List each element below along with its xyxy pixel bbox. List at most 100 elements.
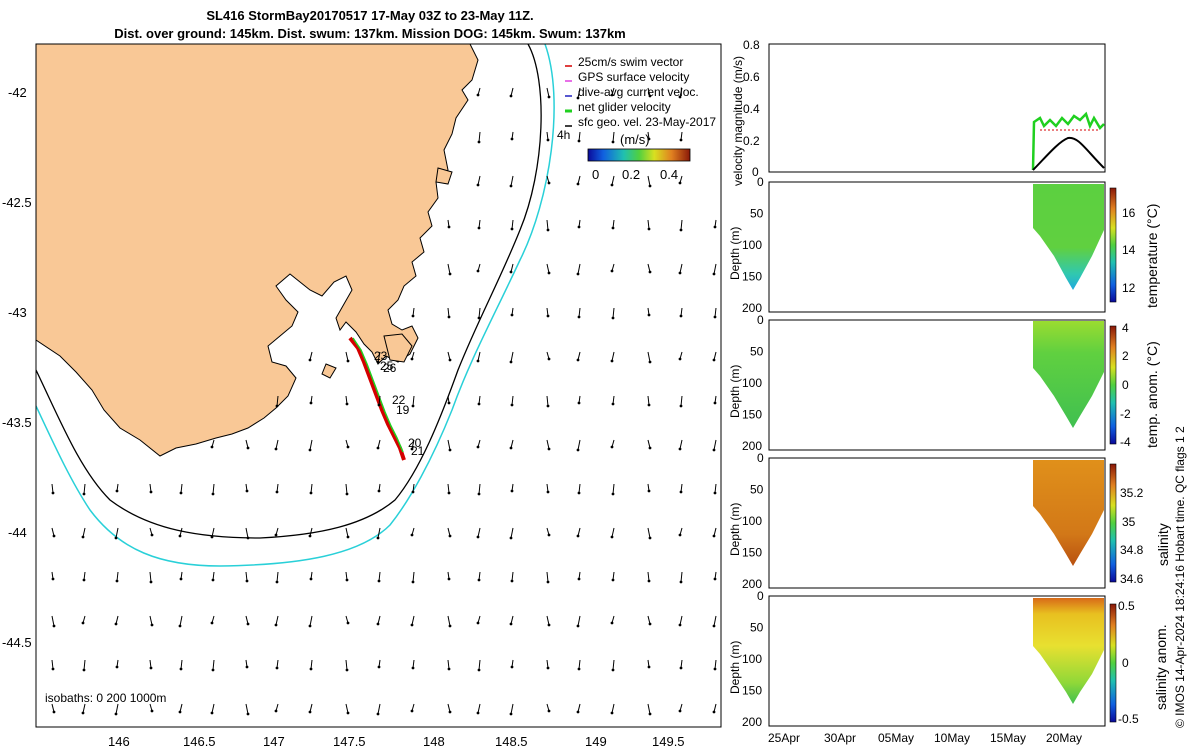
velocity-arrow-head (81, 711, 85, 715)
velocity-arrow-head (448, 272, 452, 276)
track-label: 26 (383, 361, 397, 375)
velocity-arrow-head (610, 269, 614, 273)
velocity-arrow-head (611, 492, 615, 496)
velocity-arrow (309, 615, 313, 627)
isobath-1000m (36, 44, 555, 567)
depth-tick: 0 (757, 175, 764, 189)
velocity-arrow-head (308, 710, 312, 714)
legend-label: net glider velocity (578, 100, 671, 114)
depth-tick: 50 (750, 207, 764, 221)
velocity-arrow-head (611, 226, 615, 230)
cb-tick: -4 (1120, 435, 1131, 449)
velocity-arrow-head (610, 445, 614, 449)
velocity-arrow-head (274, 447, 278, 451)
lon-tick: 149.5 (652, 734, 685, 749)
velocity-arrow-head (678, 357, 682, 361)
velocity-arrow (309, 439, 313, 451)
velocity-arrow-head (509, 270, 513, 274)
velocity-arrow (276, 571, 279, 583)
velocity-arrow-head (345, 402, 349, 406)
velocity-arrow-head (51, 491, 55, 495)
depth-tick: 150 (742, 408, 762, 422)
velocity-arrow-head (376, 536, 380, 540)
velocity-arrow-head (114, 536, 118, 540)
velocity-arrow-head (115, 665, 119, 669)
velocity-arrow (83, 659, 86, 671)
velocity-arrow-head (679, 228, 683, 232)
velocity-arrow-head (610, 93, 614, 97)
velocity-arrow-head (52, 534, 56, 538)
velocity-arrow (679, 439, 683, 450)
depth-tick: 100 (742, 376, 762, 390)
velocity-arrow-head (611, 316, 615, 320)
velocity-arrow-head (647, 579, 651, 583)
velocity-arrow-head (510, 665, 514, 669)
velocity-arrow-head (509, 712, 513, 716)
depth-tick: 150 (742, 684, 762, 698)
velocity-arrow-head (81, 621, 85, 625)
lon-tick: 148.5 (495, 734, 528, 749)
velocity-arrow (412, 395, 415, 407)
velocity-arrow-head (713, 401, 717, 405)
velocity-arrow (611, 527, 615, 538)
velocity-arrow (477, 175, 481, 186)
velocity-arrow (680, 219, 683, 231)
velocity-arrow (377, 703, 381, 715)
lat-tick: -43 (8, 305, 27, 320)
velocity-arrow-head (679, 580, 683, 584)
velocity-arrow (578, 131, 581, 142)
velocity-arrow-head (211, 578, 215, 582)
velocity-arrow-head (576, 358, 580, 362)
velocity-arrow-head (178, 534, 182, 538)
velocity-arrow-head (275, 666, 279, 670)
velocity-arrow-head (210, 535, 214, 539)
velocity-arrow-head (246, 712, 250, 716)
velocity-arrow (477, 351, 481, 362)
velocity-arrow (212, 659, 215, 671)
plot-title-line2: Dist. over ground: 145km. Dist. swum: 13… (114, 26, 626, 41)
velocity-arrow (612, 659, 615, 671)
velocity-arrow-head (210, 621, 214, 625)
track-labels: 23 25 26 22 19 20 21 (374, 349, 425, 458)
velocity-arrow-head (309, 491, 313, 495)
velocity-arrow-head (712, 272, 716, 276)
velocity-arrow-head (52, 710, 56, 714)
velocity-arrow (611, 351, 615, 362)
cb-label: salinity (1155, 523, 1171, 566)
velocity-arrow-head (712, 358, 716, 362)
legend-extra: 4h (557, 128, 570, 142)
date-tick: 15May (990, 731, 1026, 745)
cb-tick: -2 (1120, 407, 1131, 421)
velocity-arrow-head (115, 489, 119, 493)
ylabel: velocity magnitude (m/s) (731, 56, 745, 186)
velocity-arrow (411, 439, 415, 450)
velocity-arrow (714, 659, 717, 670)
velocity-arrow-head (577, 401, 581, 405)
velocity-arrow-head (509, 94, 513, 98)
velocity-arrow (578, 307, 581, 318)
velocity-arrow-head (178, 710, 182, 714)
velocity-arrow (149, 615, 153, 626)
velocity-arrow-head (679, 138, 683, 142)
velocity-arrow-head (547, 271, 551, 275)
ytick: 0.2 (743, 134, 760, 148)
salinity-anom-section (1033, 598, 1104, 704)
velocity-arrow (546, 615, 550, 626)
lat-tick: -42 (8, 85, 27, 100)
velocity-arrow (713, 263, 717, 275)
depth-tick: 200 (742, 439, 762, 453)
velocity-arrow-head (713, 315, 717, 319)
map-panel: 23 25 26 22 19 20 21 isobaths: 0 200 100… (36, 44, 721, 727)
velocity-arrow-head (150, 623, 154, 627)
velocity-arrow-head (211, 668, 215, 672)
velocity-arrow-head (648, 622, 652, 626)
velocity-arrow (275, 615, 279, 626)
velocity-arrow (345, 527, 349, 538)
velocity-arrow (345, 703, 349, 714)
velocity-arrow (180, 659, 183, 670)
velocity-arrow-head (647, 227, 651, 231)
velocity-arrow (447, 483, 450, 494)
velocity-arrow (447, 307, 450, 318)
net-glider-velocity-line (1031, 111, 1105, 171)
